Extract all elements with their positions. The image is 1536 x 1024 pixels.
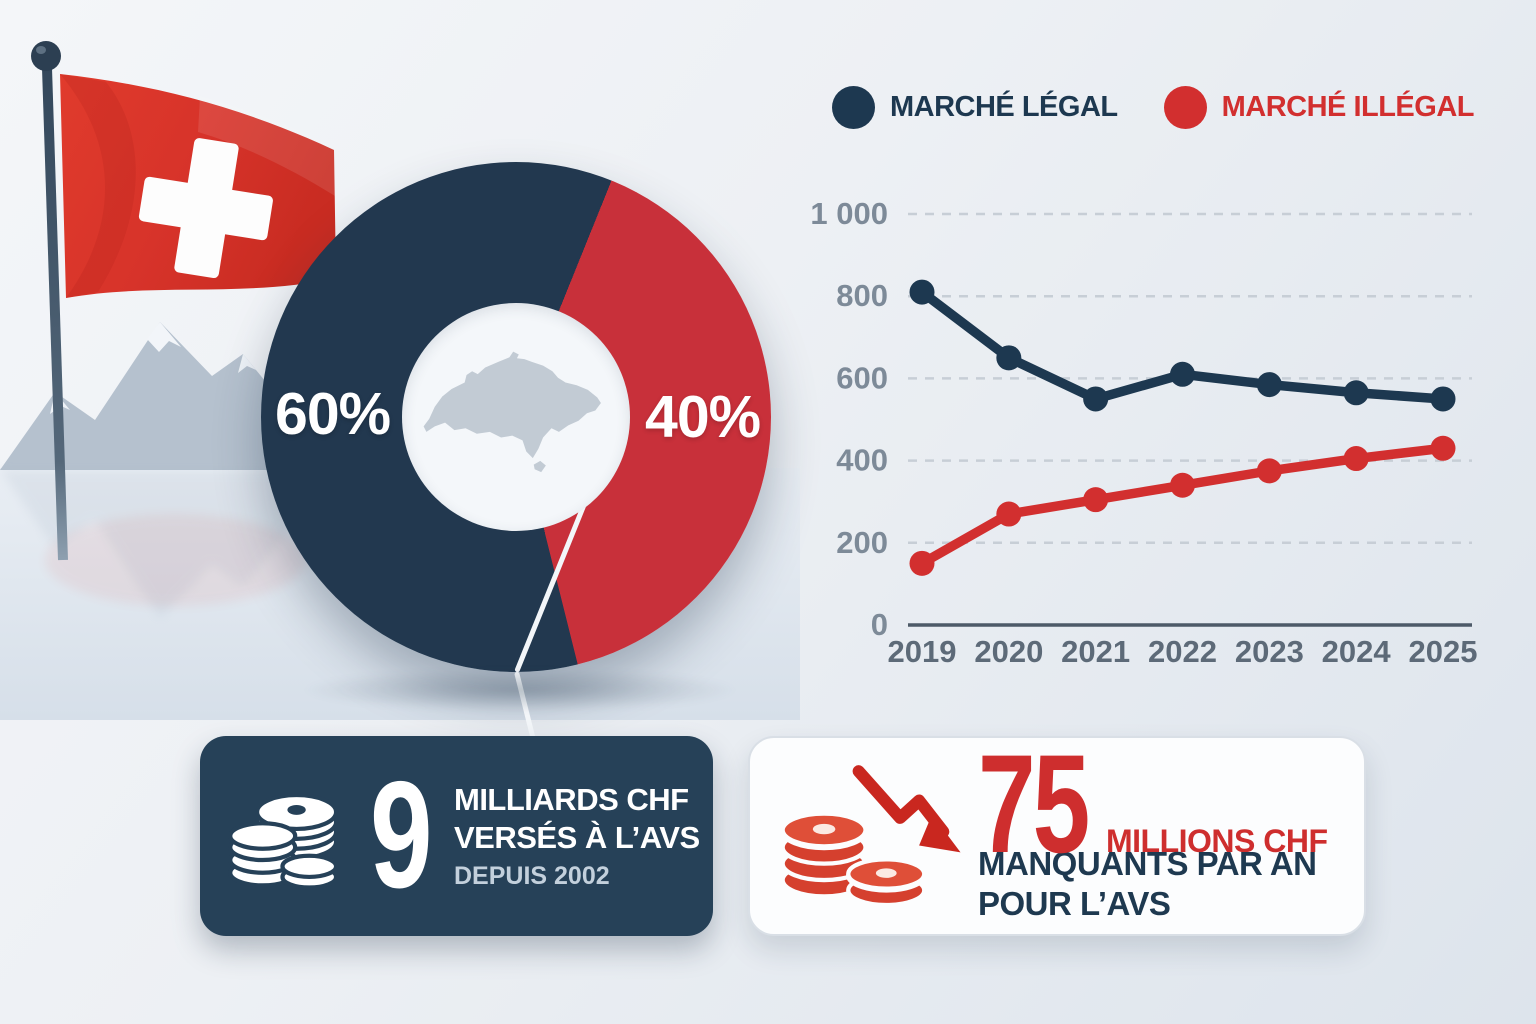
flag-pole-ball [31,41,61,71]
losses-desc-line2: POUR L’AVS [978,885,1171,922]
svg-text:2022: 2022 [1148,634,1217,669]
line-chart-panel: MARCHÉ LÉGAL MARCHÉ ILLÉGAL 0 200 400 600 80… [780,60,1500,720]
millions-value: 75 [978,725,1090,883]
svg-text:1 000: 1 000 [810,196,888,231]
illegal-legend-dot-icon [1163,86,1207,129]
billions-since-line: DEPUIS 2002 [454,861,610,890]
svg-text:600: 600 [836,360,888,395]
stat-card-avs-contributions: 9 MILLIARDS CHF VERSÉS À L’AVS DEPUIS 20… [200,736,713,936]
legend-label-legal: MARCHÉ LÉGAL [890,91,1118,123]
millions-unit-label: MILLIONS CHF [1106,823,1328,860]
svg-text:2021: 2021 [1061,634,1130,669]
swiss-flag-icon [60,74,336,298]
billions-unit-line: MILLIARDS CHF [454,782,689,818]
market-share-donut: 60% 40% [261,162,771,921]
legend-item-illegal: MARCHÉ ILLÉGAL [1163,86,1475,129]
switzerland-map-icon [423,351,601,473]
losses-desc-line1: MANQUANTS PAR AN [978,845,1317,883]
legend-item-legal: MARCHÉ LÉGAL [832,86,1118,129]
svg-text:800: 800 [836,278,888,313]
svg-text:400: 400 [836,443,888,478]
svg-text:0: 0 [871,607,888,642]
billions-desc-line: VERSÉS À L’AVS [454,820,700,855]
pole-ball-highlight [36,46,46,54]
legend-label-illegal: MARCHÉ ILLÉGAL [1221,91,1475,123]
legal-share-label: 60% [275,381,391,447]
billions-value: 9 [370,750,433,921]
legal-legend-dot-icon [832,86,875,129]
donut-shadow [300,668,740,712]
trend-down-arrow-icon [852,765,961,853]
coins-decline-icon [780,765,961,908]
svg-text:2019: 2019 [888,634,957,669]
svg-text:2020: 2020 [974,634,1043,669]
donut-center [402,303,630,531]
flag-pole [42,67,68,561]
chart-legend: MARCHÉ LÉGAL MARCHÉ ILLÉGAL [780,86,1500,129]
stat-card-avs-losses: 75 MILLIONS CHF MANQUANTS PAR AN POUR L’… [748,725,1366,936]
flag-reflection [45,514,305,606]
coins-icon [228,792,339,890]
svg-text:2025: 2025 [1409,634,1478,669]
line-chart-svg: 0 200 400 600 800 1 000 2019 2020 2021 2022 2023 20… [780,60,1500,720]
svg-text:2024: 2024 [1322,634,1392,669]
big-number-wrap: 75 [978,725,1096,883]
svg-text:200: 200 [836,525,888,560]
svg-text:2023: 2023 [1235,634,1304,669]
big-number-wrap: 9 [370,750,436,921]
illegal-share-label: 40% [645,384,761,450]
